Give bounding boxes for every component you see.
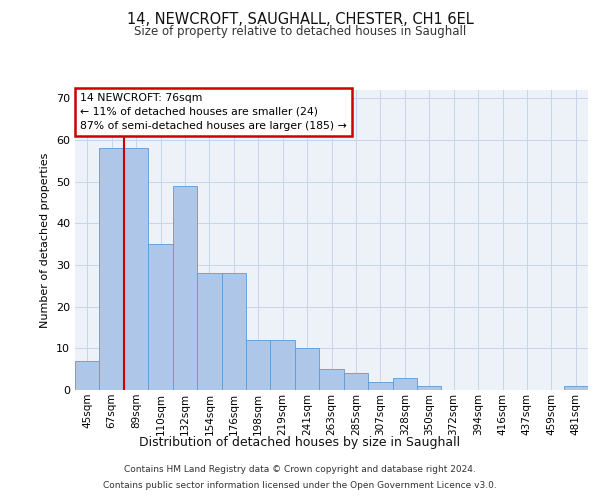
Bar <box>246 340 271 390</box>
Bar <box>563 386 588 390</box>
Bar <box>271 340 295 390</box>
Text: Distribution of detached houses by size in Saughall: Distribution of detached houses by size … <box>139 436 461 449</box>
Bar <box>295 348 319 390</box>
Y-axis label: Number of detached properties: Number of detached properties <box>40 152 50 328</box>
Bar <box>173 186 197 390</box>
Bar <box>124 148 148 390</box>
Bar <box>417 386 442 390</box>
Text: Contains HM Land Registry data © Crown copyright and database right 2024.: Contains HM Land Registry data © Crown c… <box>124 466 476 474</box>
Bar <box>319 369 344 390</box>
Bar <box>100 148 124 390</box>
Text: Contains public sector information licensed under the Open Government Licence v3: Contains public sector information licen… <box>103 480 497 490</box>
Bar <box>148 244 173 390</box>
Bar <box>197 274 221 390</box>
Bar <box>368 382 392 390</box>
Bar <box>221 274 246 390</box>
Text: Size of property relative to detached houses in Saughall: Size of property relative to detached ho… <box>134 25 466 38</box>
Bar <box>344 374 368 390</box>
Text: 14, NEWCROFT, SAUGHALL, CHESTER, CH1 6EL: 14, NEWCROFT, SAUGHALL, CHESTER, CH1 6EL <box>127 12 473 28</box>
Bar <box>392 378 417 390</box>
Text: 14 NEWCROFT: 76sqm
← 11% of detached houses are smaller (24)
87% of semi-detache: 14 NEWCROFT: 76sqm ← 11% of detached hou… <box>80 93 347 131</box>
Bar <box>75 361 100 390</box>
